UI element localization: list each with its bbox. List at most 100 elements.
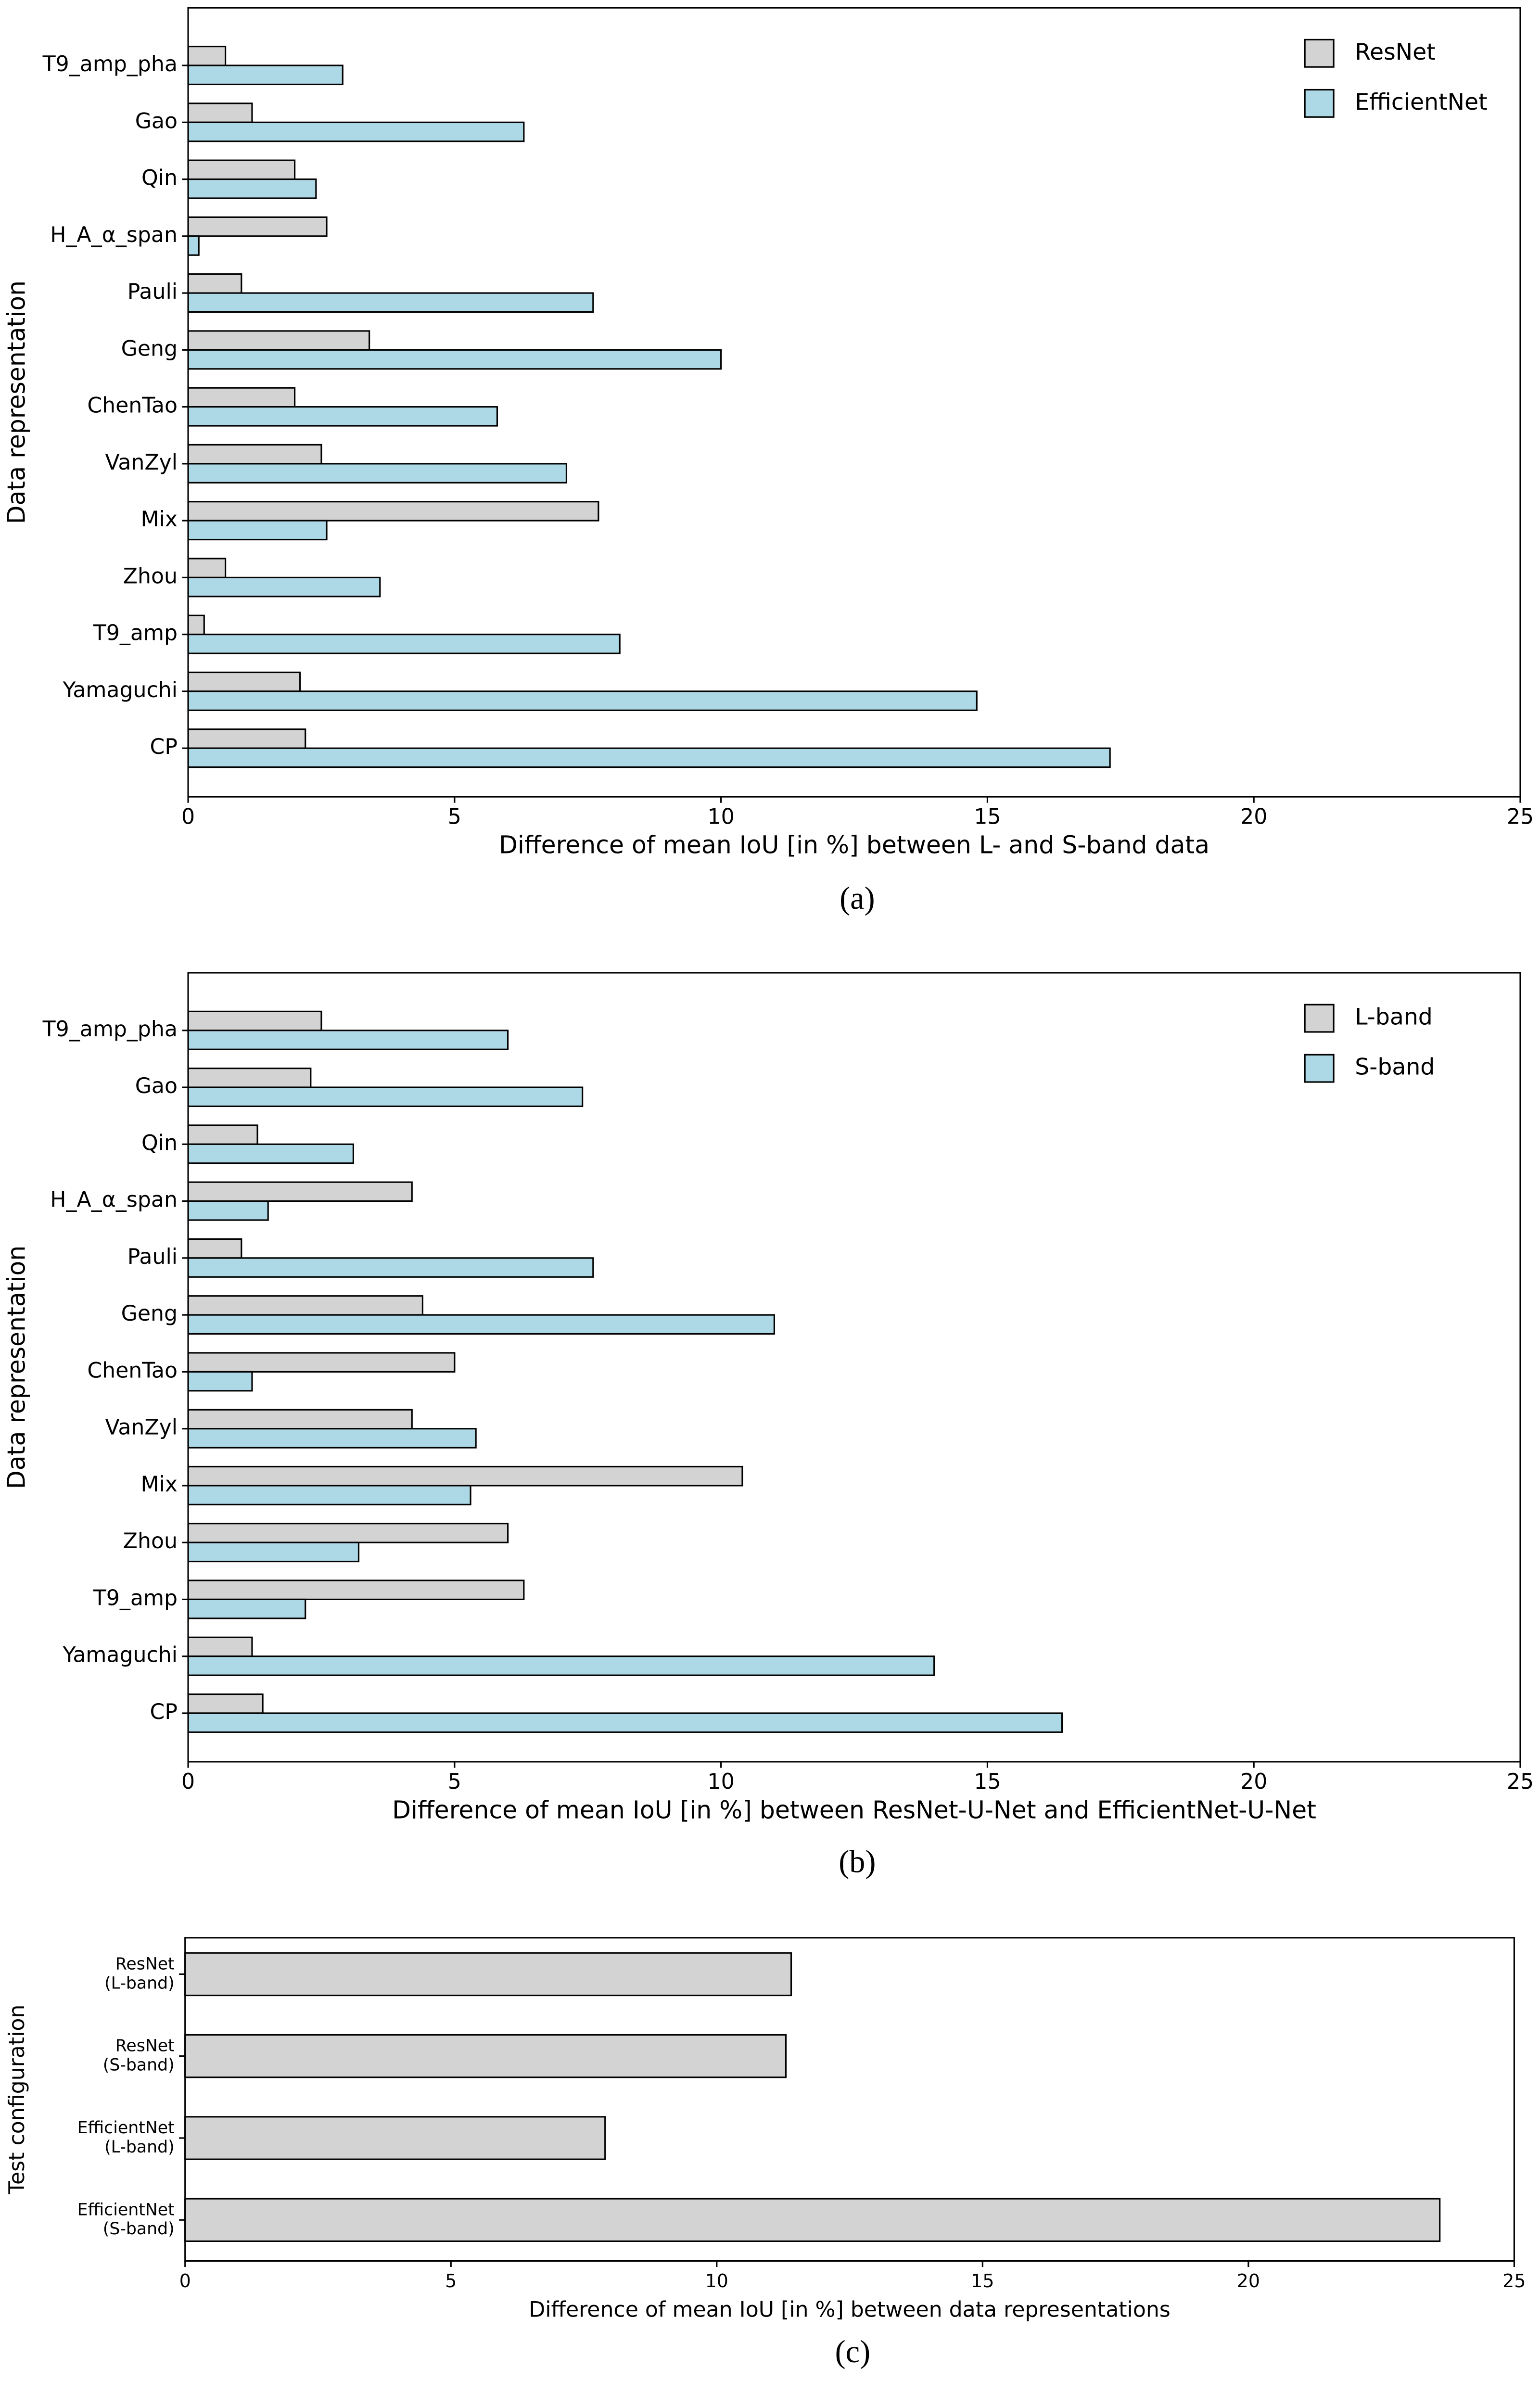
bar	[187, 1124, 258, 1145]
bar	[184, 2034, 787, 2078]
bar	[187, 728, 306, 749]
bar	[184, 2116, 606, 2160]
bar	[187, 1352, 456, 1373]
bar	[187, 1200, 269, 1221]
x-tick-label: 10	[708, 1770, 735, 1794]
bar	[187, 178, 317, 199]
legend-label: S-band	[1355, 1054, 1435, 1081]
x-tick-label: 15	[974, 1770, 1001, 1794]
x-tick-label: 5	[445, 2270, 457, 2292]
bar	[187, 1428, 477, 1449]
y-tick-label: ResNet (S-band)	[103, 2037, 175, 2075]
y-tick-label: Zhou	[123, 1529, 178, 1553]
y-tick-label: Geng	[121, 1301, 178, 1326]
x-tick-label: 10	[708, 804, 735, 829]
y-tick-label: Gao	[135, 1074, 178, 1098]
x-tick-label: 0	[181, 804, 195, 829]
y-tick-label: Gao	[135, 109, 178, 133]
y-axis-label: Data representation	[2, 280, 30, 524]
bar	[187, 1314, 775, 1335]
bar	[187, 1655, 935, 1676]
x-axis-label: Difference of mean IoU [in %] between Re…	[392, 1795, 1316, 1824]
bar	[187, 520, 328, 541]
bar	[187, 671, 301, 692]
bar	[187, 1086, 584, 1108]
legend-swatch	[1304, 1004, 1335, 1033]
bar	[187, 349, 722, 370]
x-tick-label: 0	[181, 1770, 195, 1794]
bar	[187, 1068, 312, 1088]
x-tick-label: 15	[974, 804, 1001, 829]
bar	[187, 1030, 509, 1050]
bar	[187, 690, 978, 711]
bar	[187, 330, 370, 351]
x-tick-label: 25	[1502, 2270, 1526, 2292]
caption: (c)	[835, 2334, 870, 2369]
bar	[187, 292, 594, 313]
bar	[187, 614, 205, 636]
x-tick-label: 0	[179, 2270, 191, 2292]
plot-frame	[187, 7, 1521, 798]
x-tick-label: 25	[1507, 804, 1534, 829]
x-axis-label: Difference of mean IoU [in %] between L-…	[499, 831, 1209, 859]
x-tick-label: 5	[448, 804, 461, 829]
bar	[187, 159, 296, 180]
bar	[187, 576, 381, 598]
y-tick-label: VanZyl	[105, 1415, 178, 1440]
bar	[187, 1598, 306, 1619]
bar	[184, 2198, 1441, 2242]
y-tick-label: Pauli	[127, 280, 178, 304]
bar	[187, 1181, 413, 1202]
bar	[187, 1541, 360, 1563]
bar	[187, 121, 525, 142]
bar	[187, 501, 599, 522]
bar	[187, 1371, 253, 1392]
caption: (a)	[840, 881, 875, 916]
plot-frame	[184, 1937, 1515, 2262]
plot-frame	[187, 972, 1521, 1763]
x-tick-label: 20	[1237, 2270, 1260, 2292]
y-tick-label: Mix	[140, 1472, 177, 1497]
bar	[187, 1295, 423, 1316]
x-tick-label: 10	[705, 2270, 728, 2292]
y-tick-label: T9_amp	[93, 1586, 178, 1610]
y-tick-label: CP	[150, 735, 178, 759]
y-tick-label: T9_amp_pha	[42, 52, 178, 76]
bar	[187, 46, 227, 66]
bar	[187, 1712, 1063, 1733]
bar	[187, 64, 344, 86]
bar	[187, 634, 621, 654]
bar	[187, 1409, 413, 1430]
bar	[187, 273, 242, 294]
x-tick-label: 20	[1240, 804, 1267, 829]
bar	[187, 444, 322, 465]
y-tick-label: EfficientNet (L-band)	[77, 2118, 175, 2157]
y-tick-label: Yamaguchi	[62, 678, 177, 702]
caption: (b)	[839, 1845, 876, 1880]
y-tick-label: Pauli	[127, 1245, 178, 1269]
y-tick-label: Geng	[121, 336, 178, 361]
bar	[187, 1485, 471, 1505]
bar	[187, 102, 253, 123]
bar	[187, 1523, 509, 1543]
y-tick-label: ChenTao	[87, 394, 178, 418]
bar	[187, 1010, 322, 1031]
legend-label: ResNet	[1355, 39, 1436, 65]
legend-swatch	[1304, 1054, 1335, 1083]
legend-swatch	[1304, 89, 1335, 118]
y-tick-label: ChenTao	[87, 1358, 178, 1383]
y-tick-label: CP	[150, 1700, 178, 1724]
bar	[184, 1952, 792, 1997]
x-tick-label: 15	[971, 2270, 994, 2292]
bar	[187, 1636, 253, 1657]
y-tick-label: Qin	[141, 1131, 178, 1155]
bar	[187, 1465, 743, 1487]
bar	[187, 1143, 354, 1164]
y-tick-label: T9_amp_pha	[42, 1017, 178, 1042]
x-tick-label: 5	[448, 1770, 461, 1794]
bar	[187, 1257, 594, 1278]
y-axis-label: Test configuration	[5, 2005, 29, 2195]
bar	[187, 387, 296, 408]
bar	[187, 1693, 264, 1714]
